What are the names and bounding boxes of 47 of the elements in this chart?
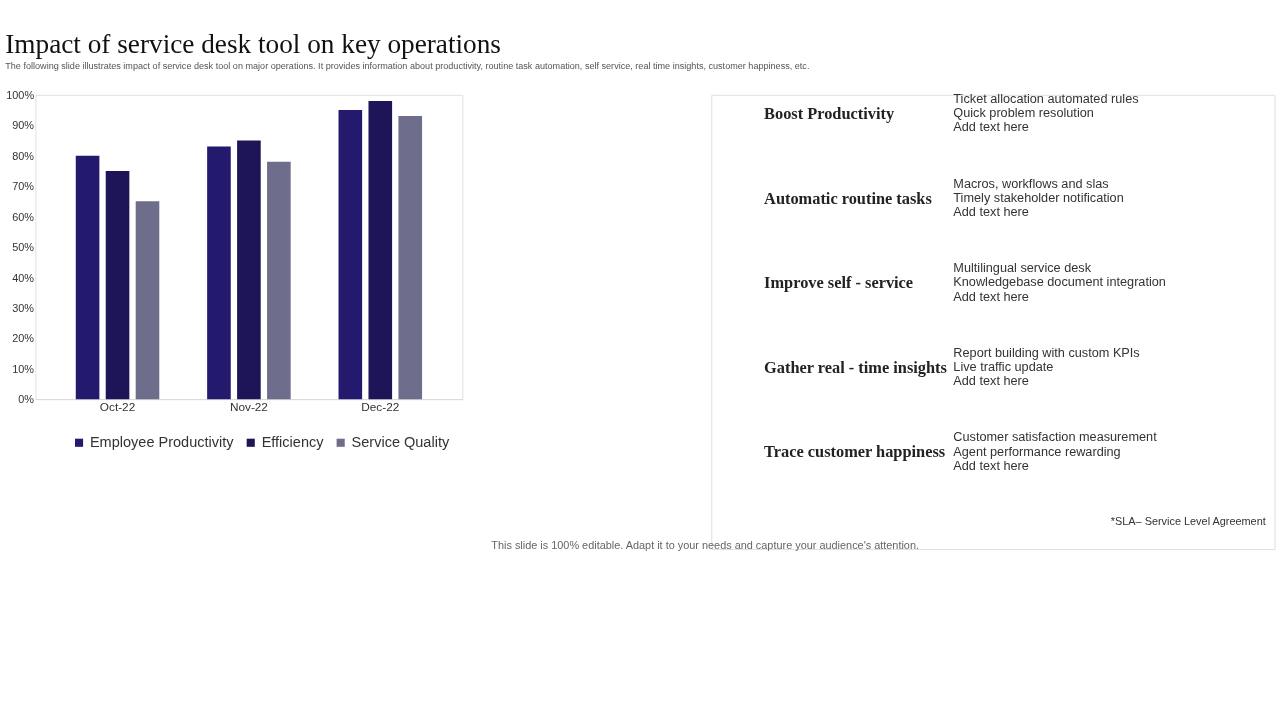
text: Quick problem resolution [953,105,1094,121]
y-tick-label: 0% [18,393,35,406]
y-tick-label: 80% [12,149,35,162]
legend-label: Employee Productivity [89,434,235,451]
text: Trace customer happiness [764,442,946,462]
y-tick-label: 10% [12,362,35,375]
text: Multilingual service desk [953,260,1092,276]
bar [237,140,261,400]
legend-label: Service Quality [351,434,450,451]
y-tick-label: 90% [12,119,35,132]
y-tick-label: 60% [12,210,35,223]
bar [207,146,231,400]
text: This slide is 100% editable. Adapt it to your needs and capture your audience's attention. [491,538,919,551]
y-tick-label: 40% [12,271,35,284]
text: Add text here [953,288,1029,304]
x-tick-label: Dec-22 [361,399,400,414]
text: Report building with custom KPIs [953,344,1140,360]
y-tick-label: 20% [12,332,35,345]
chart-subtitle: The following slide illustrates impact of service desk tool on major operations. It provides information about productivity, routine task automation, self service, real time insights, customer happiness, etc. [5,60,810,71]
text: Timely stakeholder notification [953,189,1124,205]
y-tick-label: 70% [12,180,35,193]
bar [267,161,291,400]
text: Add text here [953,373,1029,389]
text: Macros, workflows and slas [953,175,1109,191]
text: Agent performance rewarding [953,443,1121,459]
x-tick-label: Oct-22 [99,399,136,414]
text: Customer satisfaction measurement [953,429,1158,445]
text: Knowledgebase document integration [953,274,1166,290]
text: Ticket allocation automated rules [953,91,1139,107]
bar [105,170,130,400]
text: Improve self - service [764,273,914,293]
text: Automatic routine tasks [764,188,932,208]
text: Boost Productivity [764,103,895,123]
y-tick-label: 50% [12,241,35,254]
bar [338,110,363,400]
y-tick-label: 30% [12,301,35,314]
bar [368,100,393,400]
text: Gather real - time insights [764,357,947,377]
y-tick-label: 100% [6,88,35,101]
text: *SLA– Service Level Agreement [1110,515,1266,528]
bar [135,201,160,400]
bar [75,155,100,400]
text: Add text here [953,119,1029,135]
bar [398,116,423,400]
legend-label: Efficiency [261,434,325,451]
x-tick-label: Nov-22 [229,399,268,414]
chart-title: Impact of service desk tool on key operations [5,29,501,60]
